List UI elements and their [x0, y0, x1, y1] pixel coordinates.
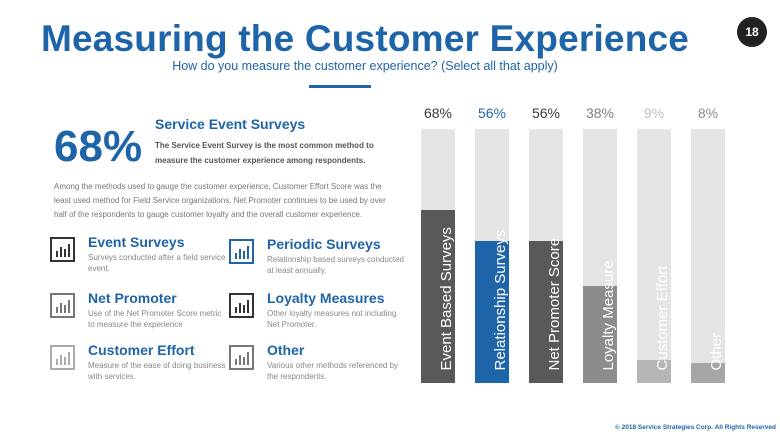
- bar-chart-icon: [50, 237, 75, 262]
- method-description: Measure of the ease of doing business wi…: [88, 361, 226, 381]
- bar-value-label: 8%: [697, 105, 719, 121]
- page-subtitle: How do you measure the customer experien…: [172, 59, 558, 73]
- bar-value-label: 9%: [643, 105, 665, 121]
- bar: [421, 210, 455, 383]
- bar-value-label: 56%: [477, 105, 507, 121]
- bar-track: Other: [691, 129, 725, 383]
- method-description: Relationship based surveys conducted at …: [267, 255, 404, 275]
- intro-paragraph: Among the methods used to gauge the cust…: [54, 182, 386, 219]
- highlight-percent: 68%: [54, 122, 143, 171]
- bar: [529, 240, 563, 383]
- method-title: Customer Effort: [88, 342, 195, 358]
- method-title: Other: [267, 342, 305, 358]
- bar-chart-icon: [50, 293, 75, 318]
- bar-chart: 68% Event Based Surveys 56% Relationship Su…: [421, 105, 741, 383]
- method-title: Periodic Surveys: [267, 236, 381, 252]
- title-divider: [309, 85, 371, 88]
- bar: [583, 286, 617, 383]
- bar: [637, 360, 671, 383]
- method-description: Surveys conducted after a field service …: [88, 253, 226, 273]
- bar-value-label: 56%: [531, 105, 561, 121]
- bar-category-label: Loyalty Measure: [600, 260, 617, 371]
- bar-category-label: Relationship Surveys: [492, 229, 509, 371]
- bar-chart-icon: [229, 239, 254, 264]
- highlight-description: The Service Event Survey is the most com…: [155, 141, 374, 165]
- copyright-footer: © 2018 Service Strategies Corp. All Righ…: [615, 424, 776, 431]
- method-description: Various other methods referenced by the …: [267, 361, 399, 381]
- bar: [475, 240, 509, 383]
- bar-value-label: 38%: [585, 105, 615, 121]
- bar-track: Loyalty Measure: [583, 129, 617, 383]
- highlight-title: Service Event Surveys: [155, 116, 306, 132]
- bar-value-label: 68%: [423, 105, 453, 121]
- method-title: Event Surveys: [88, 234, 185, 250]
- bar-category-label: Other: [708, 332, 725, 371]
- page-title: Measuring the Customer Experience: [40, 18, 690, 59]
- method-title: Loyalty Measures: [267, 290, 385, 306]
- bar-chart-icon: [229, 293, 254, 318]
- bar-track: Relationship Surveys: [475, 129, 509, 383]
- page-number-badge: 18: [737, 17, 767, 47]
- method-description: Other loyalty measures not including Net…: [267, 309, 397, 329]
- method-title: Net Promoter: [88, 290, 177, 306]
- bar-track: Customer Effort: [637, 129, 671, 383]
- bar-category-label: Net Promoter Score: [546, 237, 563, 371]
- bar-chart-icon: [50, 345, 75, 370]
- method-description: Use of the Net Promoter Score metric to …: [88, 309, 222, 329]
- bar-track: Event Based Surveys: [421, 129, 455, 383]
- bar: [691, 362, 725, 383]
- bar-track: Net Promoter Score: [529, 129, 563, 383]
- bar-category-label: Customer Effort: [654, 265, 671, 371]
- bar-category-label: Event Based Surveys: [438, 227, 455, 371]
- bar-chart-icon: [229, 345, 254, 370]
